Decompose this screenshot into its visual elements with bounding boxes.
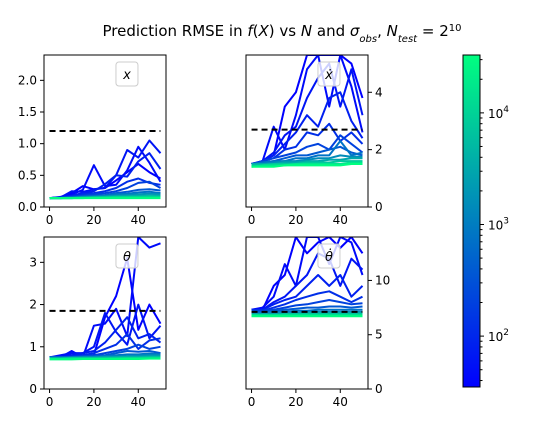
- colorbar-tick-label: 103: [488, 216, 509, 232]
- axes-frame: [43, 236, 167, 390]
- subplot-grid: 0 20 40 0.0 0.5 1.0 1.5 2.0 x 0 20 40 0 2 4 ẋ 0 20 40 0 1 2 3 θ…: [18, 54, 390, 409]
- x-tick-label: 40: [131, 213, 146, 227]
- series-line: [251, 299, 363, 312]
- colorbar-tick-label: 102: [488, 328, 509, 344]
- series-line: [251, 163, 363, 168]
- x-tick-label: 0: [248, 213, 256, 227]
- subplot-bottom-left: 0 20 40 0 1 2 3 θ: [29, 236, 167, 409]
- y-tick-label: 0: [375, 382, 383, 396]
- axes-frame: [43, 54, 167, 208]
- x-tick-label: 40: [333, 213, 348, 227]
- y-tick-label: 10: [375, 273, 390, 287]
- series-line: [49, 303, 162, 359]
- series-line: [251, 134, 364, 165]
- y-tick-label: 2: [375, 143, 383, 157]
- y-tick-label: 3: [29, 255, 37, 269]
- axes-frame: [245, 236, 369, 390]
- x-tick-label: 20: [288, 395, 303, 409]
- series-line: [251, 161, 363, 168]
- panel-label-box: [317, 243, 341, 269]
- panel-label-box: [317, 61, 341, 87]
- x-tick-label: 20: [288, 213, 303, 227]
- series-group: [49, 130, 162, 200]
- y-tick-label: 5: [375, 328, 383, 342]
- panel-label: θ̇: [325, 249, 333, 265]
- y-tick-label: 0.5: [18, 168, 37, 182]
- series-line: [251, 55, 364, 165]
- subplot-top-left: 0 20 40 0.0 0.5 1.0 1.5 2.0 x: [18, 54, 167, 227]
- series-group: [49, 237, 162, 361]
- y-tick-label: 1.5: [18, 105, 37, 119]
- series-line: [49, 357, 161, 361]
- series-line: [251, 62, 364, 165]
- series-line: [251, 237, 364, 311]
- x-tick-label: 40: [333, 395, 348, 409]
- series-group: [251, 237, 364, 318]
- x-tick-label: 0: [46, 213, 54, 227]
- series-line: [251, 305, 363, 313]
- x-tick-label: 20: [86, 213, 101, 227]
- colorbar: 102 103 104: [462, 54, 509, 388]
- colorbar-gradient: [462, 54, 481, 388]
- panel-label: ẋ: [324, 68, 333, 83]
- y-tick-label: 0: [375, 200, 383, 214]
- y-tick-label: 1.0: [18, 137, 37, 151]
- series-line: [251, 252, 364, 311]
- x-tick-label: 0: [46, 395, 54, 409]
- series-line: [251, 237, 364, 311]
- y-tick-label: 2.0: [18, 73, 37, 87]
- series-line: [49, 237, 161, 359]
- x-tick-label: 40: [131, 395, 146, 409]
- series-group: [251, 55, 364, 168]
- series-line: [49, 139, 162, 200]
- panel-label-box: [115, 61, 139, 87]
- panel-label-box: [115, 243, 139, 269]
- series-line: [251, 312, 363, 316]
- colorbar-tick-label: 104: [488, 105, 509, 121]
- y-tick-label: 4: [375, 85, 383, 99]
- x-tick-label: 20: [86, 395, 101, 409]
- x-tick-label: 0: [248, 395, 256, 409]
- series-line: [251, 290, 363, 312]
- series-line: [251, 140, 363, 165]
- subplot-bottom-right: 0 20 40 0 5 10 θ̇: [245, 236, 390, 409]
- y-tick-label: 1: [29, 340, 37, 354]
- series-line: [251, 274, 364, 311]
- y-tick-label: 0: [29, 382, 37, 396]
- panel-label: θ: [123, 250, 131, 265]
- subplot-top-right: 0 20 40 0 2 4 ẋ: [245, 54, 383, 227]
- panel-label: x: [122, 68, 131, 83]
- y-tick-label: 2: [29, 298, 37, 312]
- series-line: [251, 308, 363, 314]
- figure-title: Prediction RMSE in f(X) vs N and σobs, N…: [103, 22, 462, 45]
- series-line: [251, 91, 364, 165]
- y-tick-label: 0.0: [18, 200, 37, 214]
- axes-frame: [245, 54, 369, 208]
